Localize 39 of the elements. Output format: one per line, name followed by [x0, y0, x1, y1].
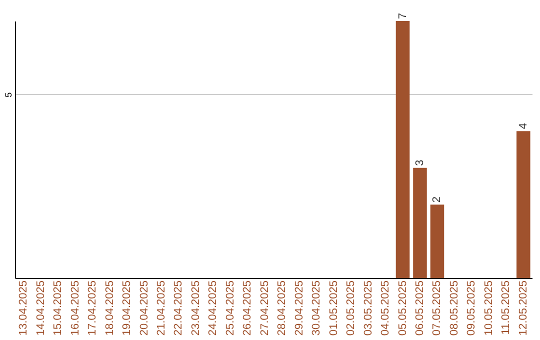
x-tick-label: 25.04.2025: [224, 280, 236, 336]
x-tick-label: 10.05.2025: [482, 280, 495, 336]
x-tick-label: 23.04.2025: [190, 280, 202, 336]
x-tick-label: 20.04.2025: [138, 280, 150, 336]
y-tick-label: 5: [4, 92, 14, 98]
x-tick-label: 07.05.2025: [431, 280, 444, 336]
x-tick-label: 18.04.2025: [104, 280, 116, 336]
x-tick-label: 15.04.2025: [52, 280, 64, 336]
x-tick-label: 17.04.2025: [86, 280, 99, 336]
x-tick-label: 29.04.2025: [293, 280, 306, 336]
x-tick-label: 19.04.2025: [121, 280, 134, 336]
x-tick-label: 22.04.2025: [172, 280, 185, 336]
x-tick-label: 21.04.2025: [155, 280, 168, 336]
x-tick-label: 06.05.2025: [414, 280, 426, 336]
x-tick-label: 04.05.2025: [380, 280, 392, 336]
x-tick-label: 01.05.2025: [328, 280, 340, 336]
x-tick-label: 02.05.2025: [345, 280, 358, 336]
bar: [430, 204, 444, 278]
data-label: 2: [431, 196, 444, 203]
x-tick-label: 09.05.2025: [466, 280, 478, 336]
x-tick-label: 16.04.2025: [69, 280, 82, 336]
data-label: 7: [396, 12, 409, 19]
x-tick-label: 12.05.2025: [517, 280, 530, 336]
bar: [413, 168, 427, 278]
x-tick-label: 11.05.2025: [500, 280, 512, 335]
data-label: 3: [414, 160, 426, 166]
x-tick-label: 30.04.2025: [310, 280, 323, 336]
bar: [396, 21, 410, 278]
bar: [516, 131, 530, 278]
x-tick-label: 13.04.2025: [18, 280, 30, 336]
data-label: 4: [517, 123, 530, 130]
x-tick-label: 24.04.2025: [207, 280, 220, 336]
x-tick-label: 08.05.2025: [448, 280, 460, 336]
x-tick-label: 27.04.2025: [258, 280, 271, 336]
x-tick-label: 28.04.2025: [276, 280, 288, 336]
x-tick-label: 03.05.2025: [362, 280, 374, 336]
x-tick-label: 14.04.2025: [34, 280, 47, 336]
x-tick-label: 26.04.2025: [242, 280, 254, 336]
x-tick-label: 05.05.2025: [396, 280, 409, 336]
